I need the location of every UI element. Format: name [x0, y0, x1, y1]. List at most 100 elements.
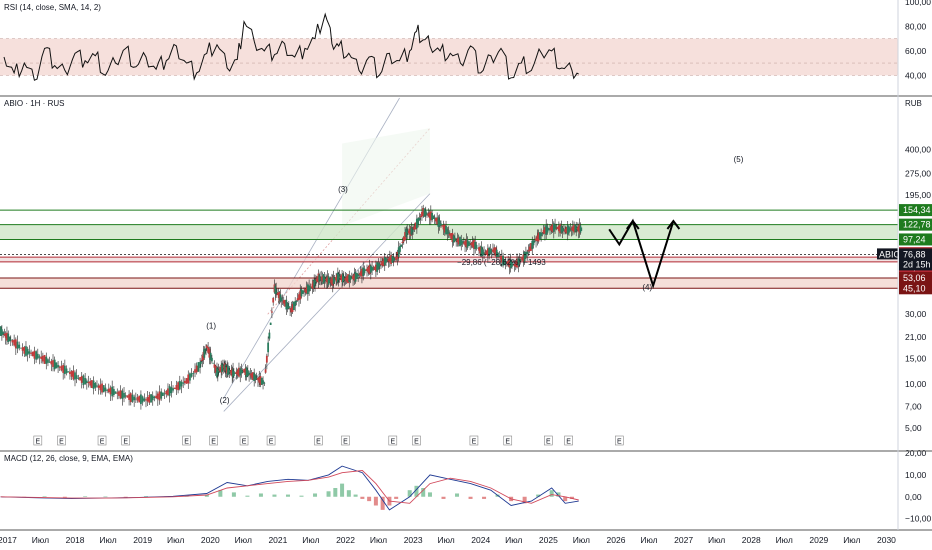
candle-body: [459, 236, 461, 247]
candle-body: [508, 259, 511, 268]
candle-body: [484, 252, 487, 254]
candle-body: [294, 301, 297, 306]
macd-histogram-bar: [204, 495, 209, 497]
candle-body: [194, 369, 196, 373]
level-tag: [899, 233, 932, 246]
price-tick-label: 275,00: [905, 168, 931, 178]
candle-body: [276, 291, 278, 294]
candle-body: [121, 390, 124, 399]
time-tick-label: 2023: [404, 535, 423, 545]
candle-body: [285, 299, 288, 310]
candle-body: [290, 307, 293, 313]
last-price-tag: [899, 248, 932, 271]
candle-body: [474, 241, 477, 250]
earnings-marker: [614, 435, 624, 446]
macd-histogram-bar: [380, 496, 385, 510]
macd-histogram-bar: [482, 496, 487, 499]
candle-body: [23, 346, 26, 354]
candle-body: [301, 290, 304, 294]
candle-body: [413, 226, 416, 230]
candle-body: [526, 251, 529, 255]
candle-body: [26, 348, 29, 355]
level-tag: [899, 204, 932, 217]
candle-body: [41, 355, 44, 362]
candle-body: [268, 332, 271, 339]
candle-body: [486, 248, 489, 257]
candle-body: [124, 395, 127, 397]
signal-line: [0, 470, 579, 504]
candle-body: [257, 377, 259, 381]
candle-body: [528, 246, 531, 252]
candle-body: [507, 260, 510, 266]
candle-body: [286, 303, 289, 309]
candle-body: [6, 332, 8, 341]
candle-body: [344, 278, 347, 281]
macd-histogram-bar: [258, 493, 263, 497]
candle-body: [2, 332, 5, 335]
candle-body: [419, 215, 422, 218]
candle-body: [530, 242, 532, 251]
candle-body: [112, 389, 115, 395]
macd-histogram-bar: [563, 496, 568, 502]
candle-body: [185, 378, 188, 384]
candle-body: [527, 250, 530, 252]
candle-body: [160, 391, 163, 399]
candle-body: [172, 388, 174, 391]
time-axis[interactable]: 2017 Июл 2018 Июл 2019 Июл 2020 Июл 2021 Июл 2022 И…: [0, 535, 896, 545]
candle-body: [183, 380, 186, 384]
channel-fill: [342, 128, 430, 227]
candle-body: [450, 233, 453, 239]
candle-body: [177, 382, 180, 391]
time-tick-label: Июл: [99, 535, 116, 545]
macd-histogram-bar: [42, 496, 47, 497]
macd-histogram-bar: [407, 490, 412, 497]
price-tick-label: 7,00: [905, 402, 922, 412]
candle-body: [163, 393, 166, 395]
candle-body: [3, 333, 6, 336]
candle-body: [350, 277, 353, 279]
candle-body: [232, 371, 235, 376]
candle-body: [535, 238, 537, 241]
candle-body: [446, 229, 449, 234]
candle-body: [565, 226, 568, 234]
candle-body: [21, 347, 24, 351]
candle-body: [447, 232, 450, 234]
wave-label: (4): [642, 283, 652, 292]
candle-body: [547, 228, 550, 231]
candle-body: [380, 263, 382, 265]
time-tick-label: Июл: [573, 535, 590, 545]
level-tag-label: 154,34: [903, 205, 931, 215]
earnings-marker-label: E: [269, 439, 274, 446]
candle-body: [404, 232, 406, 240]
candle-body: [429, 211, 432, 221]
price-pane[interactable]: 154,34122,7897,2473,6068,3853,0645,10400…: [0, 97, 932, 446]
candle-body: [359, 271, 362, 276]
earnings-marker: [341, 435, 350, 446]
candle-body: [309, 286, 312, 289]
candle-body: [178, 380, 181, 390]
candle-body: [369, 265, 372, 273]
candle-body: [512, 264, 515, 266]
candle-body: [33, 350, 36, 359]
candle-body: [158, 391, 161, 401]
candle-body: [151, 395, 154, 401]
candle-body: [195, 365, 198, 373]
earnings-marker-label: E: [36, 439, 41, 446]
candle-body: [222, 364, 224, 370]
earnings-marker: [57, 435, 66, 446]
candle-body: [182, 382, 185, 384]
candle-body: [240, 369, 243, 374]
candle-body: [400, 244, 403, 247]
pane-titles: RSI (14, close, SMA, 14, 2) ABIO · 1Н · …: [4, 3, 922, 463]
candle-body: [209, 352, 212, 360]
macd-tick-label: 10,00: [905, 470, 927, 480]
candle-body: [464, 240, 466, 246]
candle-body: [533, 240, 536, 242]
candle-body: [498, 256, 501, 258]
candle-body: [451, 233, 454, 242]
candle-body: [213, 364, 216, 368]
candle-body: [118, 391, 120, 396]
candle-body: [75, 375, 78, 379]
candle-body: [77, 377, 80, 379]
candle-body: [541, 233, 544, 234]
